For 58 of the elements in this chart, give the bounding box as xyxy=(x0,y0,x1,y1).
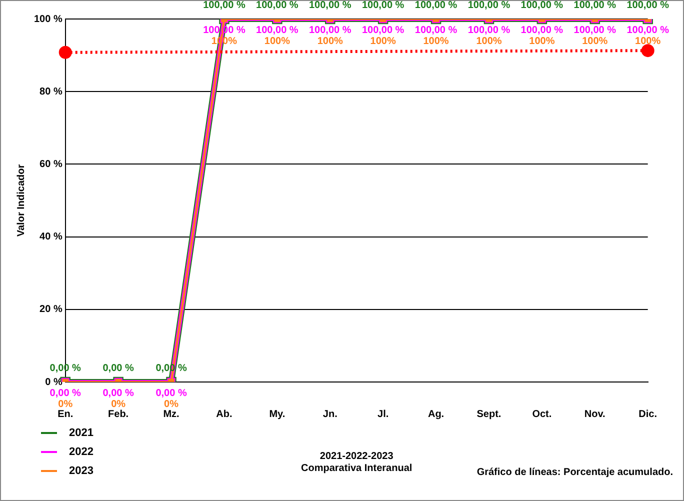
data-label: 100,00 % xyxy=(256,0,298,11)
data-label: 100,00 % xyxy=(468,0,510,11)
x-axis-title: 2021-2022-2023 Comparativa Interanual xyxy=(301,450,412,474)
data-label: 0,00 % xyxy=(50,388,82,399)
data-label: 100,00 % xyxy=(256,24,298,36)
x-tick-label: Nov. xyxy=(584,408,606,420)
data-label: 100,00 % xyxy=(362,24,404,36)
x-tick-label: My. xyxy=(269,408,286,420)
y-tick-label: 100 % xyxy=(34,14,62,25)
data-label: 100,00 % xyxy=(308,0,352,11)
legend-label: 2023 xyxy=(68,464,94,478)
point xyxy=(641,44,654,58)
x-tick-label: Oct. xyxy=(532,408,552,420)
data-label: 100,00 % xyxy=(520,0,564,11)
y-tick-label: 60 % xyxy=(40,158,62,170)
data-label: 0% xyxy=(164,398,179,410)
legend-label: 2021 xyxy=(68,426,94,440)
data-label: 100% xyxy=(635,36,661,47)
x-tick-label: Sept. xyxy=(476,408,502,420)
data-label: 100% xyxy=(423,36,449,47)
x-tick-label: Ag. xyxy=(428,408,444,420)
data-label: 100,00 % xyxy=(414,24,458,36)
x-tick-label: Feb. xyxy=(108,408,129,420)
data-label: 0,00 % xyxy=(156,388,187,399)
y-axis-title: Valor Indicador xyxy=(16,164,27,237)
legend-label: 2022 xyxy=(68,444,94,460)
x-tick-label: Ab. xyxy=(216,408,232,420)
data-label: 100,00 % xyxy=(574,24,616,36)
data-label: 100,00 % xyxy=(626,0,670,11)
data-label: 100% xyxy=(317,36,344,47)
data-label: 100% xyxy=(582,36,608,47)
data-label: 0,00 % xyxy=(102,362,134,374)
x-tick-label: Jn. xyxy=(322,408,338,420)
y-tick-label: 40 % xyxy=(40,232,62,243)
data-label: 100% xyxy=(264,36,290,47)
text: Gráfico de líneas: Porcentaje acumulado. xyxy=(476,467,673,478)
data-label: 100% xyxy=(370,36,396,47)
x-tick-label: Jl. xyxy=(378,408,389,420)
y-tick-label: 80 % xyxy=(40,86,62,98)
x-tick-label: Mz. xyxy=(163,408,180,420)
data-label: 100,00 % xyxy=(468,24,510,36)
data-label: 100,00 % xyxy=(203,0,246,11)
data-label: 0,00 % xyxy=(102,388,134,399)
x-tick-label: En. xyxy=(58,408,74,420)
data-label: 100% xyxy=(476,36,502,47)
data-label: 100,00 % xyxy=(520,24,564,36)
data-label: 100,00 % xyxy=(574,0,616,11)
data-label: 0% xyxy=(111,398,126,410)
point xyxy=(58,46,72,59)
x-tick-label: Dic. xyxy=(638,408,658,420)
data-label: 100,00 % xyxy=(362,0,404,11)
data-label: 100,00 % xyxy=(626,24,670,36)
y-tick-label: 20 % xyxy=(40,304,62,316)
data-label: 100,00 % xyxy=(308,24,352,36)
data-label: 100,00 % xyxy=(414,0,458,11)
data-label: 0% xyxy=(58,398,73,410)
y-tick-label: 0 % xyxy=(45,376,62,388)
data-label: 100% xyxy=(529,36,555,47)
